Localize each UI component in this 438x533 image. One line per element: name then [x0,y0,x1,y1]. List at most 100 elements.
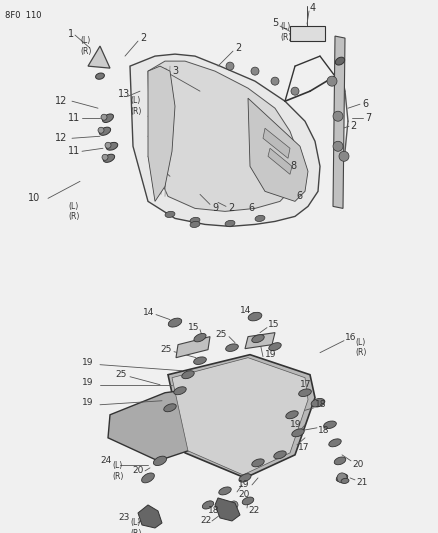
Text: 16: 16 [344,333,356,342]
Text: 19: 19 [265,350,276,359]
Text: (L)
(R): (L) (R) [112,461,123,481]
Text: 25: 25 [115,370,126,379]
Text: 11: 11 [68,146,80,156]
Ellipse shape [102,114,113,123]
Ellipse shape [333,457,345,465]
Ellipse shape [103,154,114,163]
Text: 6: 6 [295,191,301,201]
Polygon shape [88,46,110,68]
Polygon shape [262,128,290,158]
Ellipse shape [194,334,205,342]
Text: 2: 2 [227,204,234,213]
Circle shape [98,127,104,133]
Ellipse shape [190,217,199,223]
Ellipse shape [247,312,261,321]
Polygon shape [215,498,240,521]
Text: 15: 15 [267,320,279,329]
Ellipse shape [193,357,206,365]
Text: 9: 9 [212,204,218,213]
Text: 11: 11 [68,113,80,123]
Ellipse shape [291,429,304,437]
Text: 20: 20 [351,461,363,470]
Ellipse shape [285,411,297,419]
Text: 8F0  110: 8F0 110 [5,11,42,20]
Ellipse shape [311,399,324,407]
Ellipse shape [181,371,194,378]
Circle shape [105,142,111,148]
Text: 6: 6 [361,99,367,109]
Ellipse shape [251,335,264,343]
Text: 25: 25 [215,330,226,339]
Ellipse shape [242,497,253,505]
Ellipse shape [328,439,340,447]
Ellipse shape [190,221,199,228]
Polygon shape [176,337,209,358]
Ellipse shape [340,478,348,483]
Text: 6: 6 [247,204,254,213]
Text: (L)
(R): (L) (R) [130,518,141,533]
Ellipse shape [273,451,286,459]
Text: 10: 10 [28,193,40,204]
Ellipse shape [323,421,336,429]
Text: 2: 2 [349,121,356,131]
Text: 23: 23 [118,513,129,522]
Ellipse shape [153,456,166,465]
Circle shape [251,67,258,75]
Ellipse shape [225,220,234,227]
Circle shape [332,141,342,151]
Text: 25: 25 [159,345,171,354]
Text: 19: 19 [82,398,93,407]
Circle shape [102,154,108,160]
Polygon shape [244,333,274,349]
Ellipse shape [251,459,264,467]
Circle shape [101,114,107,120]
Ellipse shape [202,501,213,509]
Ellipse shape [268,343,281,351]
Text: (L)
(R): (L) (R) [68,201,79,221]
Text: 18: 18 [314,400,326,409]
Ellipse shape [173,387,186,395]
Text: 19: 19 [237,480,249,489]
Circle shape [290,87,298,95]
Text: 4: 4 [309,3,315,13]
Text: 12: 12 [55,96,67,106]
Ellipse shape [254,215,265,222]
Ellipse shape [106,142,117,150]
Text: 14: 14 [143,308,154,317]
Text: (L)
(R): (L) (R) [130,96,141,116]
Text: 3: 3 [172,66,178,76]
Text: 24: 24 [100,456,111,465]
Circle shape [270,77,279,85]
Text: 17: 17 [297,443,309,453]
Ellipse shape [225,344,238,351]
Text: 22: 22 [247,506,259,515]
Polygon shape [247,98,307,201]
Text: 7: 7 [364,113,371,123]
Polygon shape [290,26,324,41]
Ellipse shape [238,474,251,482]
Text: 5: 5 [272,18,278,28]
Circle shape [230,501,237,509]
Circle shape [336,473,346,483]
Text: 22: 22 [200,516,211,526]
Text: (L)
(R): (L) (R) [354,338,366,357]
Ellipse shape [141,473,154,483]
Circle shape [226,62,233,70]
Text: 18: 18 [317,426,329,435]
Text: 14: 14 [240,306,251,315]
Polygon shape [148,61,299,212]
Text: (L)
(R): (L) (R) [80,36,91,56]
Text: 12: 12 [55,133,67,143]
Text: 18: 18 [208,506,219,515]
Text: 17: 17 [299,380,311,389]
Text: (L)
(R): (L) (R) [279,22,291,42]
Ellipse shape [99,127,110,135]
Text: 19: 19 [290,421,301,429]
Ellipse shape [168,318,181,327]
Polygon shape [168,354,314,478]
Text: 20: 20 [237,490,249,499]
Text: 15: 15 [187,323,199,332]
Ellipse shape [163,404,176,411]
Text: 19: 19 [82,358,93,367]
Circle shape [338,151,348,161]
